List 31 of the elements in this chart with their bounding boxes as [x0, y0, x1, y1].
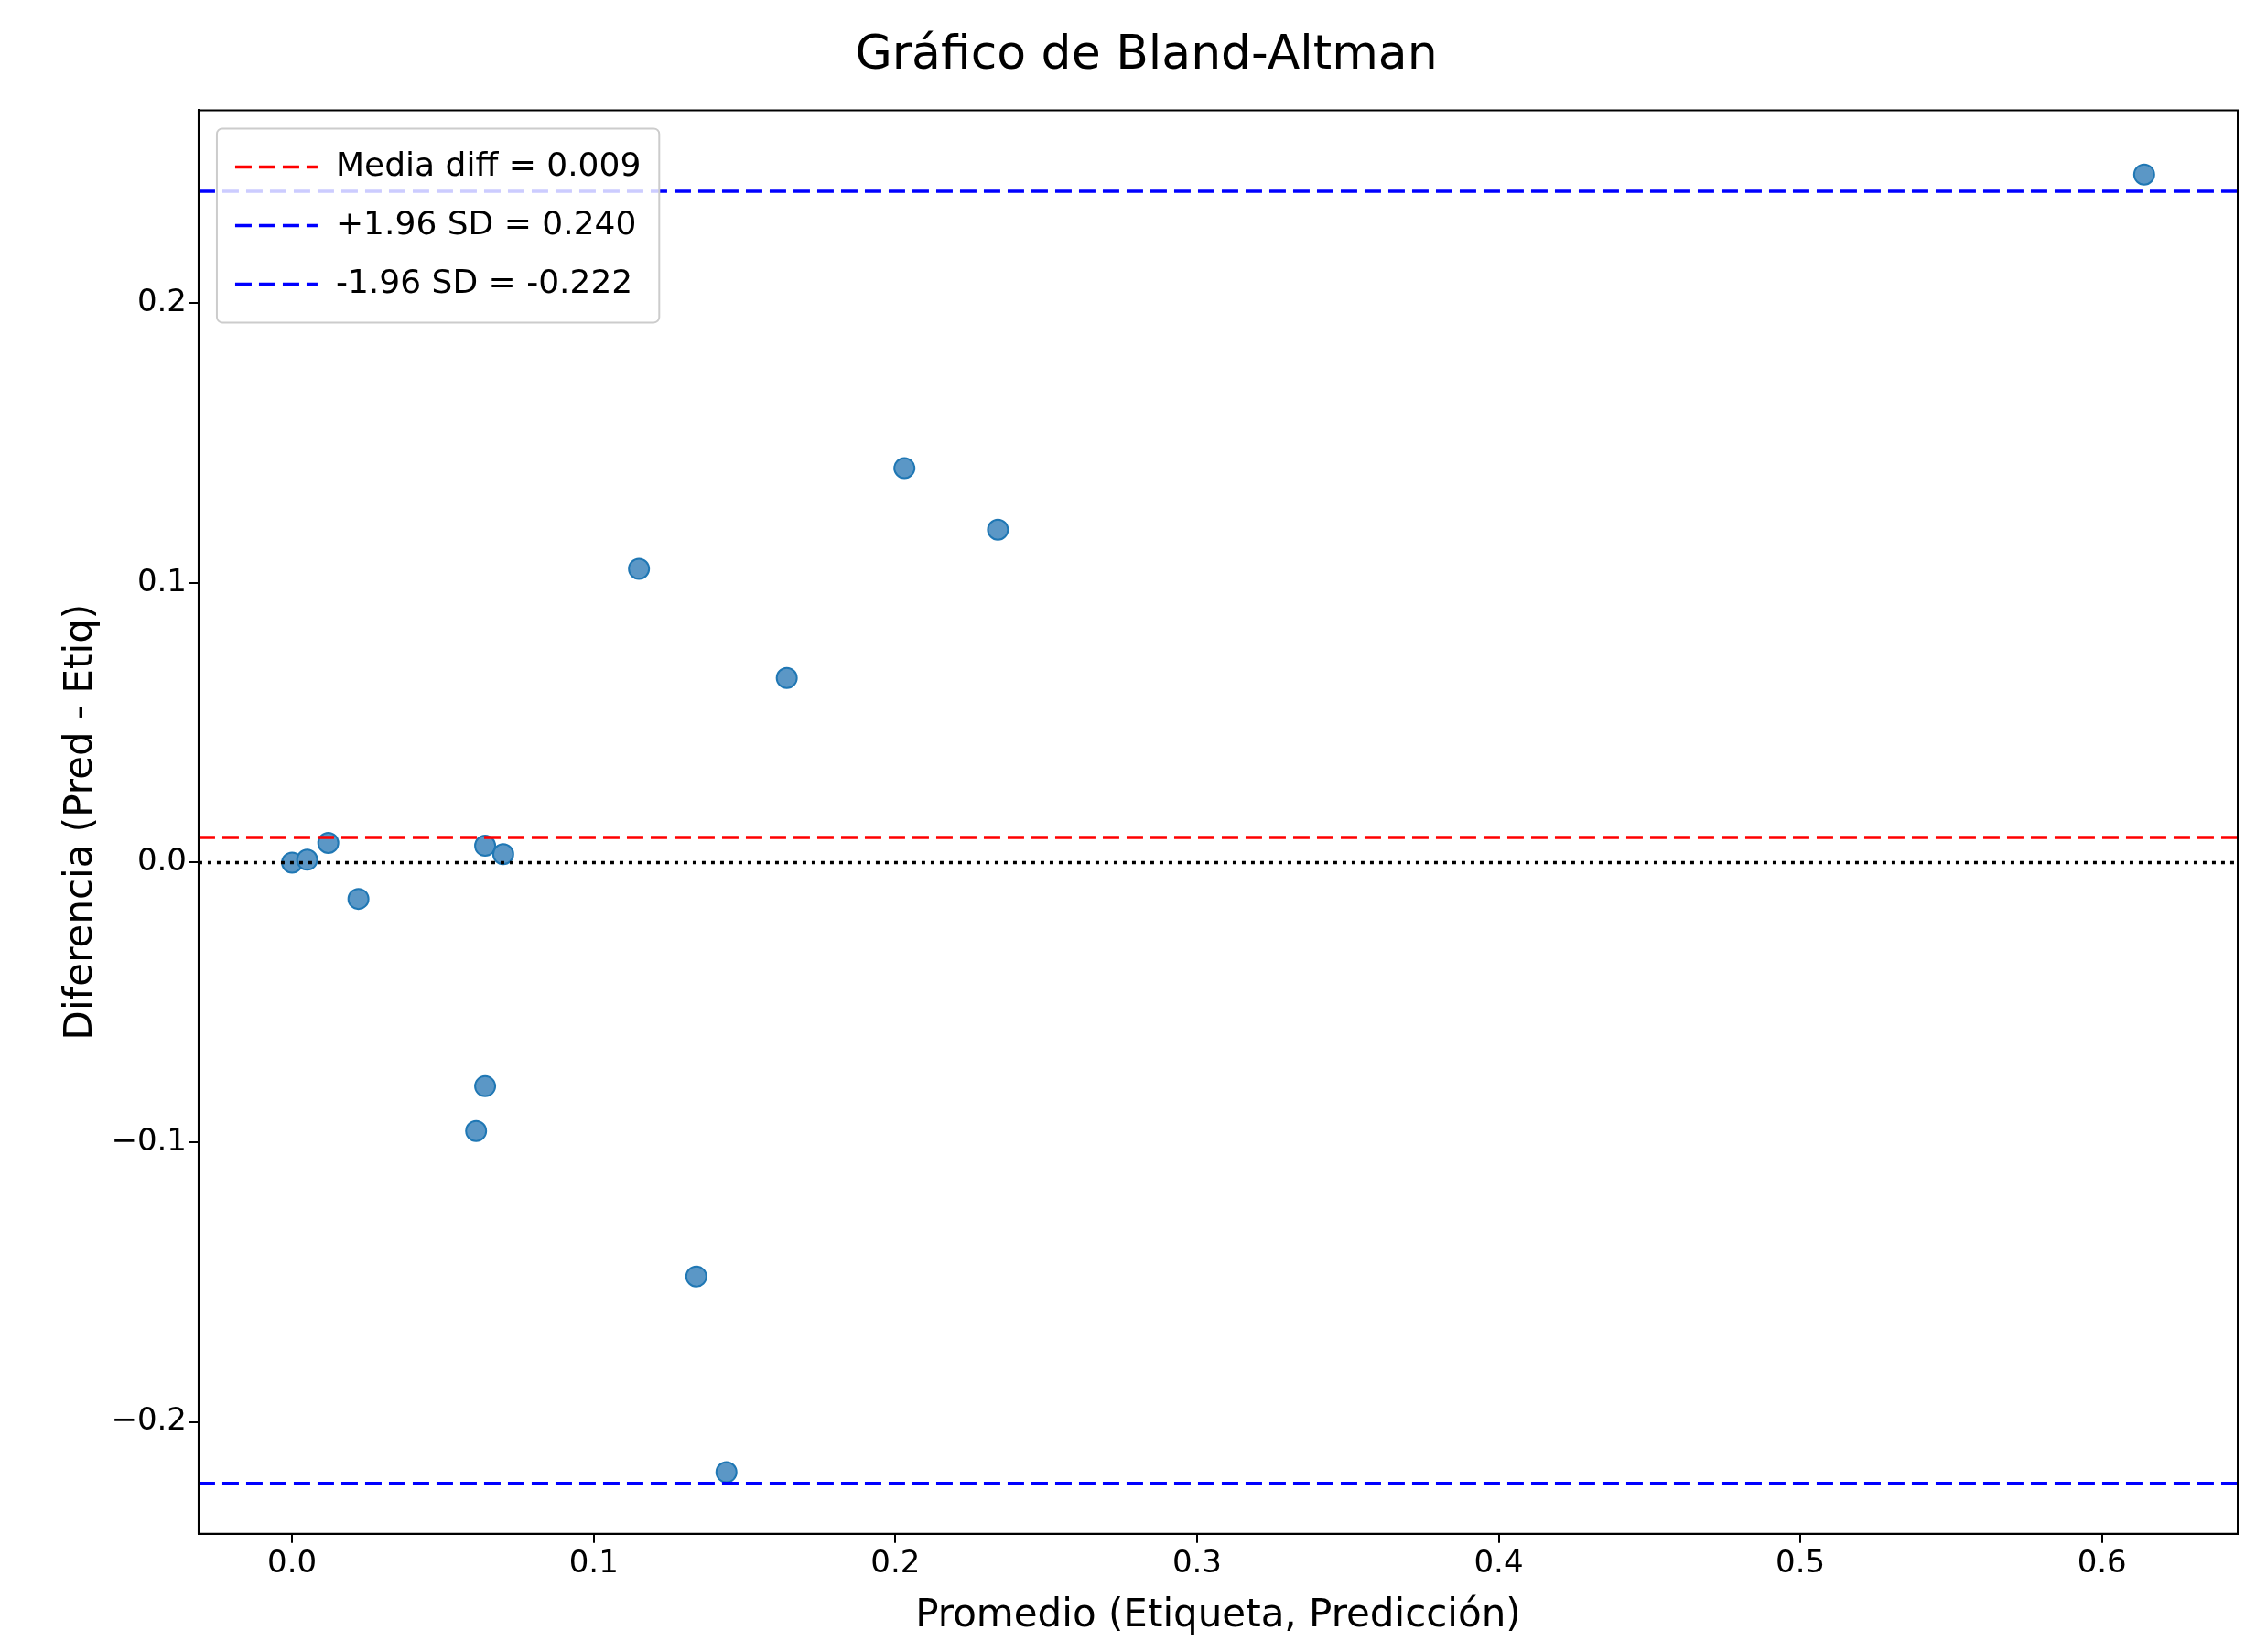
chart-title: Gráfico de Bland-Altman	[855, 24, 1438, 80]
x-tick-label: 0.2	[870, 1543, 921, 1581]
x-tick-label: 0.4	[1473, 1543, 1524, 1581]
legend-label: +1.96 SD = 0.240	[335, 203, 637, 242]
point	[474, 835, 497, 858]
x-tick-label: 0.3	[1171, 1543, 1222, 1581]
point	[491, 843, 514, 866]
point	[465, 1119, 488, 1142]
legend-label: Media diff = 0.009	[335, 145, 642, 183]
y-tick-label: 0.2	[136, 282, 187, 319]
point	[775, 666, 798, 689]
x-tick-label: 0.1	[568, 1543, 619, 1581]
point	[296, 848, 318, 871]
point	[685, 1265, 707, 1288]
y-tick-label: 0.1	[136, 561, 187, 599]
x-tick-label: 0.6	[2077, 1543, 2127, 1581]
y-axis-title: Diferencia (Pred - Etiq)	[56, 603, 102, 1041]
y-tick-label: −0.1	[111, 1120, 187, 1158]
point	[987, 518, 1009, 541]
point	[893, 457, 916, 480]
x-axis-title: Promedio (Etiqueta, Predicción)	[915, 1590, 1521, 1636]
point	[474, 1074, 497, 1097]
point	[2132, 163, 2155, 186]
point	[347, 888, 370, 911]
legend-label: -1.96 SD = -0.222	[335, 262, 633, 300]
point	[715, 1461, 738, 1484]
y-tick-label: −0.2	[111, 1400, 187, 1438]
x-tick-label: 0.0	[267, 1543, 318, 1581]
point	[628, 557, 651, 580]
y-tick-label: 0.0	[136, 841, 187, 879]
x-tick-label: 0.5	[1776, 1543, 1826, 1581]
